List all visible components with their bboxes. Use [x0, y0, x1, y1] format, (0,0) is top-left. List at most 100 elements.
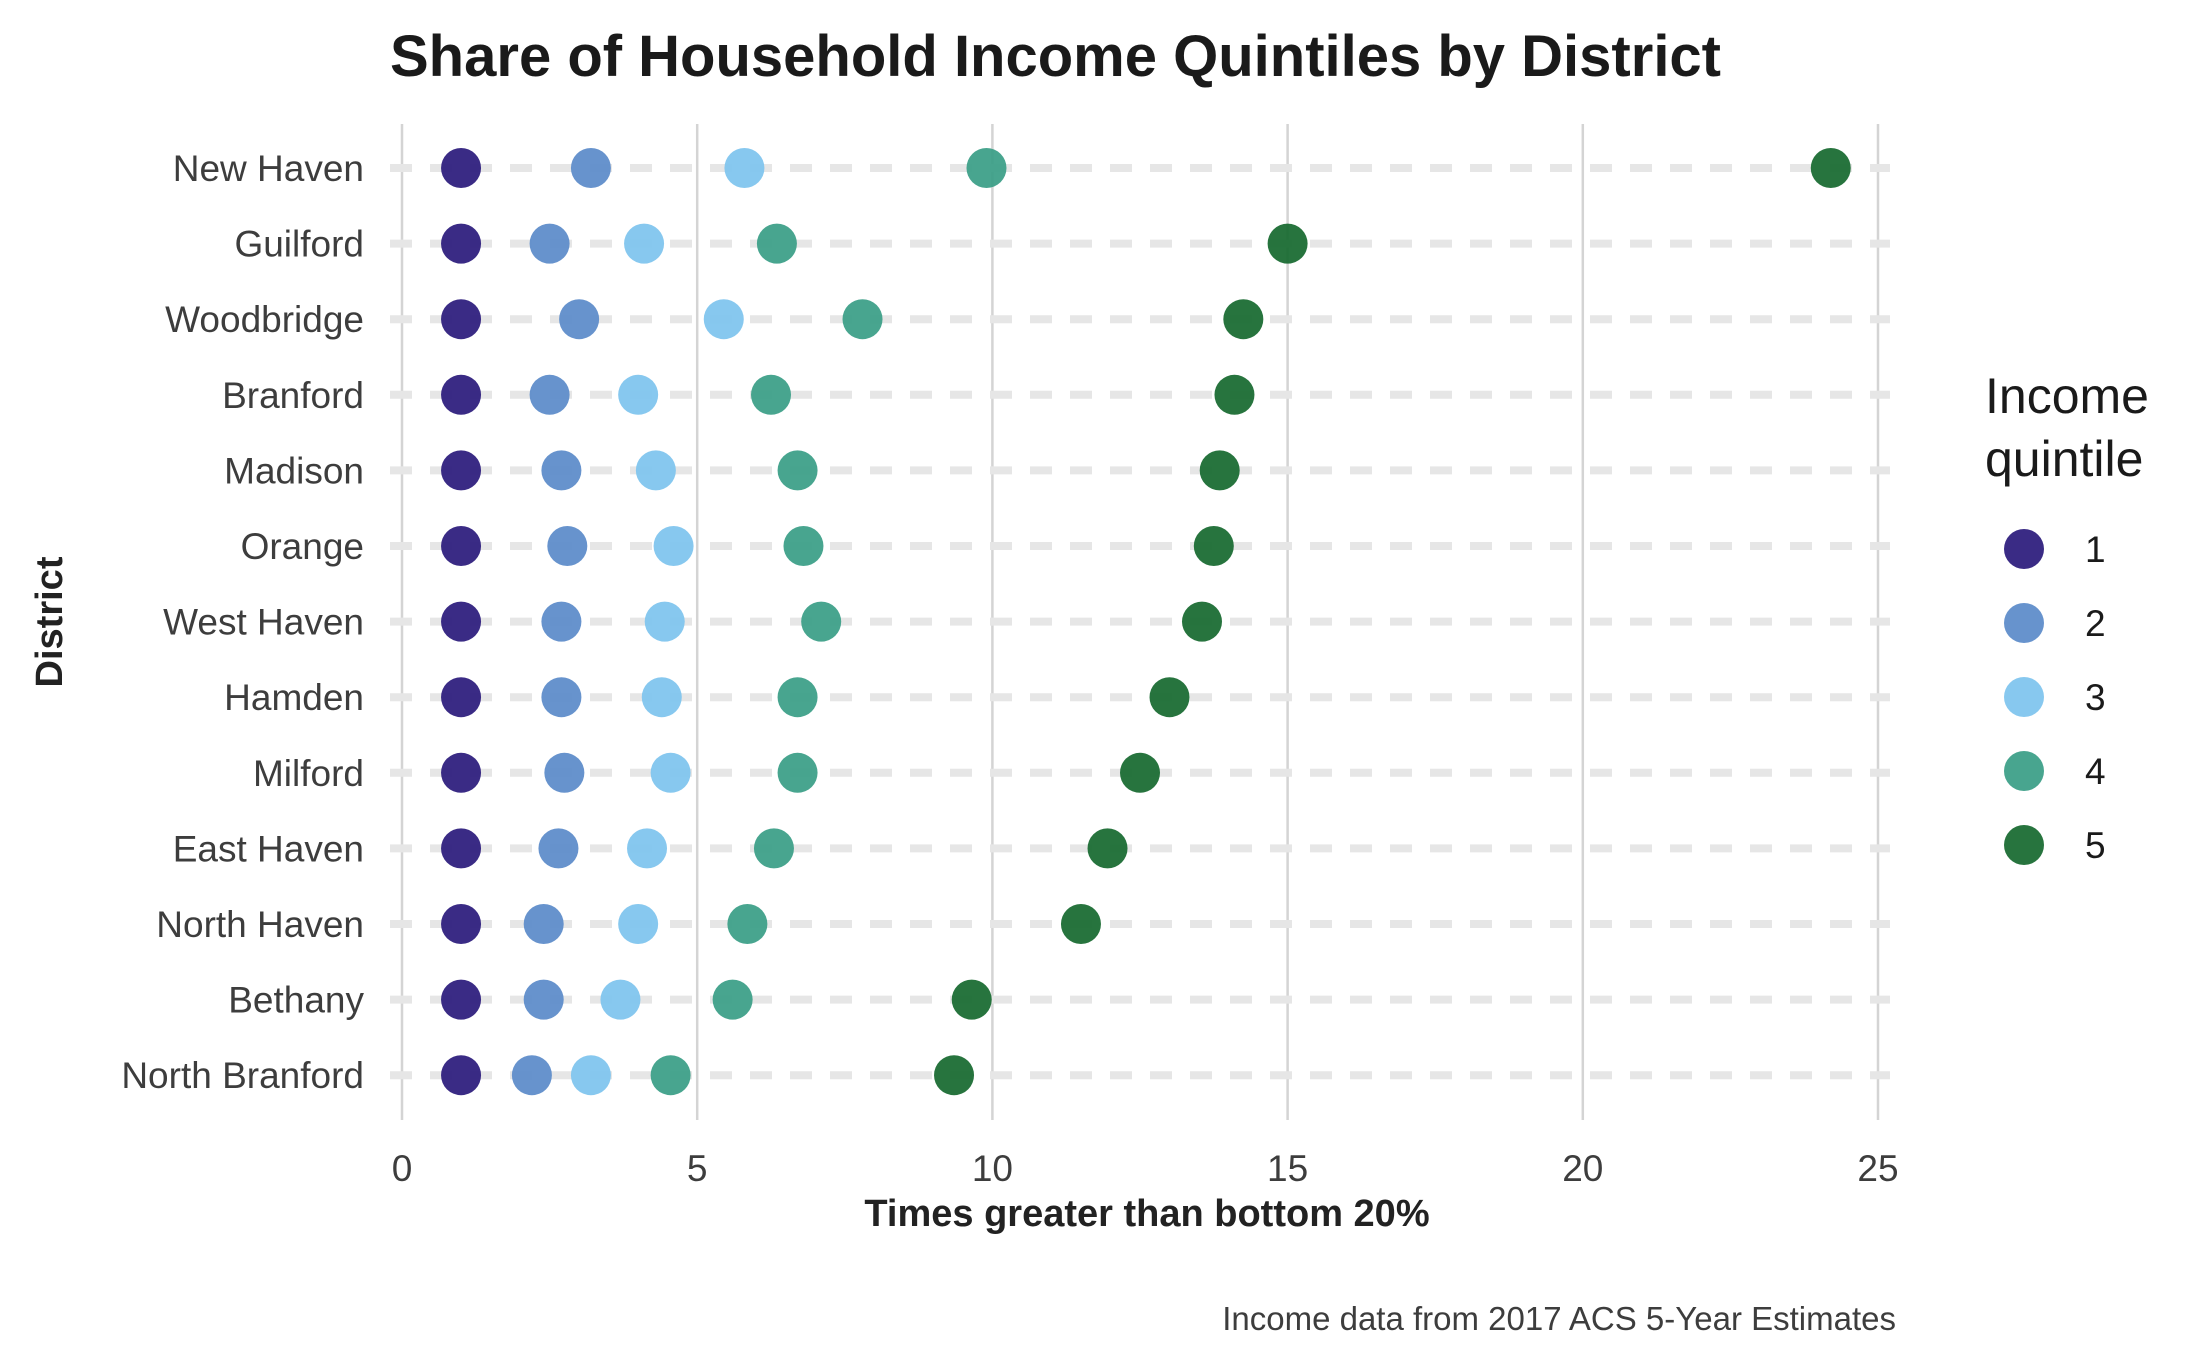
point-quintile-4 [756, 223, 797, 264]
point-quintile-3 [724, 148, 765, 188]
y-tick-label: Milford [253, 753, 364, 794]
legend-title-line-1: Income [1985, 368, 2149, 424]
legend-label: 2 [2085, 603, 2106, 644]
y-axis-title: District [29, 556, 71, 687]
y-tick-label: Madison [224, 450, 364, 491]
point-quintile-3 [600, 979, 641, 1020]
point-quintile-4 [777, 677, 818, 718]
point-quintile-1 [441, 299, 482, 340]
x-tick-label: 20 [1562, 1148, 1603, 1189]
point-quintile-4 [753, 828, 794, 869]
point-quintile-3 [653, 526, 694, 566]
point-quintile-3 [624, 223, 665, 264]
point-quintile-2 [523, 904, 564, 944]
point-quintile-4 [801, 601, 842, 642]
point-quintile-4 [783, 526, 824, 566]
point-quintile-5 [1267, 223, 1308, 264]
point-quintile-3 [650, 752, 691, 793]
y-axis-tick-labels: New Haven Guilford Woodbridge Branford Madis… [121, 148, 364, 1096]
point-quintile-3 [703, 299, 744, 340]
point-quintile-1 [441, 904, 482, 944]
point-quintile-2 [541, 677, 582, 718]
point-quintile-5 [1199, 450, 1240, 491]
point-quintile-5 [1120, 752, 1160, 793]
y-tick-label: West Haven [163, 602, 364, 643]
y-tick-label: Orange [241, 526, 364, 567]
legend-swatch-4 [2004, 751, 2044, 791]
point-quintile-2 [570, 148, 611, 188]
point-quintile-2 [544, 752, 585, 793]
point-quintile-4 [777, 450, 818, 491]
point-quintile-5 [1223, 299, 1264, 340]
point-quintile-1 [441, 374, 482, 415]
point-quintile-4 [751, 374, 791, 415]
x-tick-label: 10 [972, 1148, 1013, 1189]
x-tick-label: 15 [1267, 1148, 1308, 1189]
y-tick-label: Woodbridge [165, 299, 364, 340]
point-quintile-4 [842, 299, 883, 340]
legend-label: 5 [2085, 825, 2106, 866]
point-quintile-3 [644, 601, 685, 642]
point-quintile-5 [1181, 601, 1222, 642]
x-axis-tick-labels: 0 5 10 15 20 25 [392, 1148, 1899, 1189]
y-tick-label: Bethany [228, 980, 364, 1021]
point-quintile-1 [441, 526, 482, 566]
legend-label: 4 [2085, 751, 2106, 792]
x-tick-label: 0 [392, 1148, 413, 1189]
point-quintile-2 [511, 1055, 552, 1096]
grid [400, 124, 1880, 1120]
point-quintile-3 [635, 450, 676, 491]
point-quintile-1 [441, 1055, 482, 1096]
point-quintile-4 [777, 752, 818, 793]
row-guides [390, 164, 1890, 1080]
point-quintile-5 [1149, 677, 1190, 718]
legend-swatch-5 [2004, 825, 2044, 865]
point-quintile-5 [1060, 904, 1101, 944]
point-quintile-4 [727, 904, 768, 944]
y-tick-label: Hamden [224, 677, 364, 718]
point-quintile-1 [441, 223, 482, 264]
legend-swatch-2 [2004, 603, 2044, 643]
point-quintile-3 [570, 1055, 611, 1096]
point-quintile-2 [529, 223, 570, 264]
y-tick-label: North Branford [121, 1055, 364, 1096]
point-quintile-1 [441, 828, 482, 869]
legend-swatch-1 [2004, 529, 2044, 569]
legend-label: 3 [2085, 677, 2106, 718]
point-quintile-4 [650, 1055, 691, 1096]
point-quintile-5 [1810, 148, 1851, 188]
chart-title: Share of Household Income Quintiles by D… [390, 24, 1721, 89]
point-quintile-2 [538, 828, 579, 869]
y-tick-label: New Haven [173, 148, 364, 189]
point-quintile-1 [441, 979, 482, 1020]
point-quintile-4 [966, 148, 1007, 188]
legend-label: 1 [2085, 529, 2106, 570]
x-tick-label: 5 [687, 1148, 708, 1189]
point-quintile-1 [441, 752, 482, 793]
point-quintile-1 [441, 148, 482, 188]
point-quintile-5 [951, 979, 992, 1020]
point-quintile-2 [541, 450, 582, 491]
point-quintile-2 [559, 299, 600, 340]
point-quintile-5 [1087, 828, 1128, 869]
point-quintile-2 [529, 374, 570, 415]
data-points [441, 148, 1851, 1096]
y-tick-label: Branford [222, 375, 364, 416]
point-quintile-3 [618, 374, 659, 415]
point-quintile-4 [712, 979, 753, 1020]
x-axis-title: Times greater than bottom 20% [864, 1193, 1429, 1235]
point-quintile-2 [523, 979, 564, 1020]
legend: Income quintile 1 2 3 4 5 [1985, 368, 2149, 866]
point-quintile-5 [934, 1055, 975, 1096]
point-quintile-1 [441, 601, 482, 642]
point-quintile-5 [1214, 374, 1255, 415]
y-tick-label: Guilford [234, 224, 364, 265]
legend-title-line-2: quintile [1985, 431, 2143, 487]
y-tick-label: East Haven [173, 828, 364, 869]
x-tick-label: 25 [1857, 1148, 1898, 1189]
point-quintile-1 [441, 450, 482, 491]
point-quintile-2 [541, 601, 582, 642]
point-quintile-2 [547, 526, 588, 566]
point-quintile-3 [627, 828, 668, 869]
